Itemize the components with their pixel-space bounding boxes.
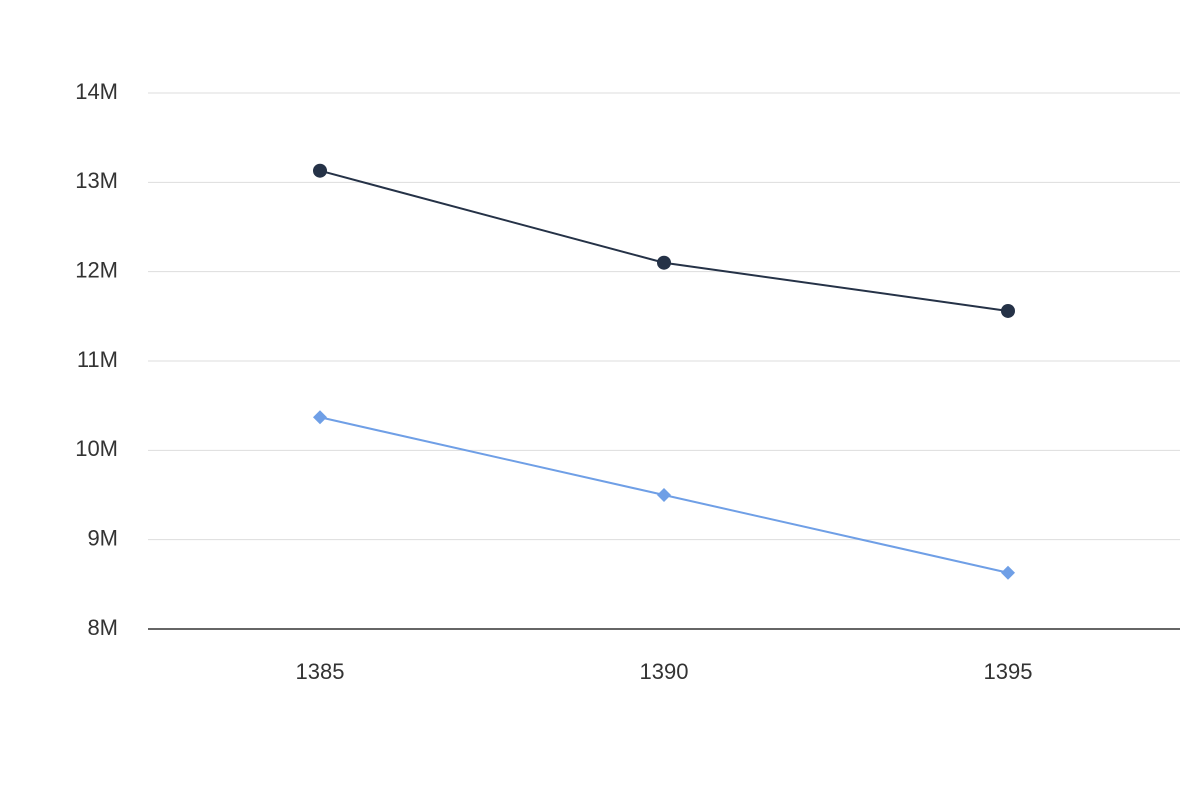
y-tick-label: 11M	[77, 347, 118, 372]
point	[313, 163, 327, 178]
point	[657, 255, 671, 270]
x-tick-label: 1395	[984, 659, 1033, 684]
y-tick-label: 12M	[75, 257, 118, 282]
y-tick-label: 10M	[75, 436, 118, 461]
series-line	[319, 169, 1009, 312]
y-tick-label: 13M	[75, 168, 118, 193]
point	[657, 488, 671, 502]
x-tick-label: 1390	[640, 659, 689, 684]
point	[1001, 303, 1015, 318]
point	[313, 410, 327, 425]
y-tick-label: 8M	[87, 615, 118, 640]
y-tick-label: 9M	[87, 525, 118, 550]
y-tick-label: 14M	[75, 79, 118, 104]
x-tick-label: 1385	[296, 659, 345, 684]
point	[1001, 565, 1015, 580]
